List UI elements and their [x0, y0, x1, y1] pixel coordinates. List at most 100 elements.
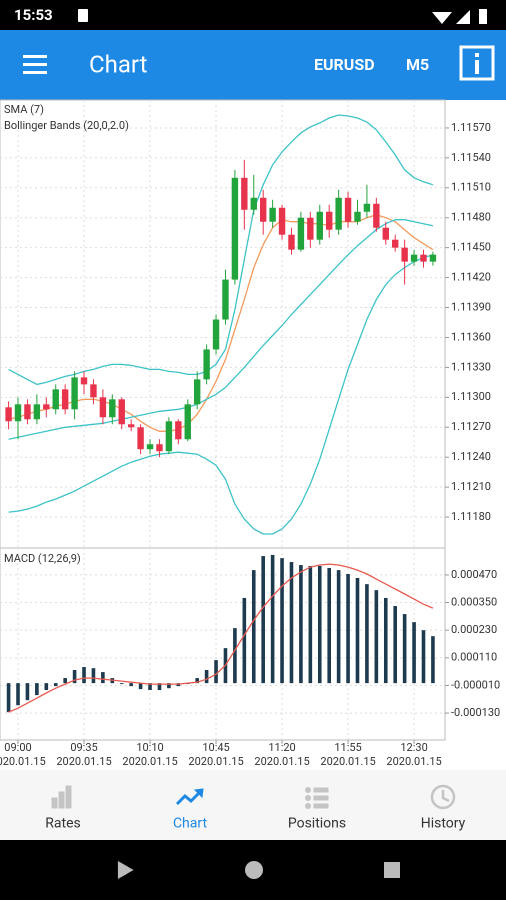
x-tick-label: 10:10 [136, 741, 163, 754]
candle-body [429, 254, 437, 262]
candle-body [354, 211, 361, 222]
indicator-line [8, 114, 434, 386]
macd-bar [167, 683, 171, 689]
macd-bar [82, 667, 86, 684]
status-bar [0, 0, 506, 30]
candle-body [316, 211, 323, 240]
status-icon [78, 9, 88, 22]
indicator-line [8, 254, 434, 535]
info-button[interactable] [459, 45, 495, 81]
y-tick-label: 0.000110 [451, 651, 497, 664]
candle-body [109, 399, 116, 418]
macd-bar [336, 570, 341, 684]
back-button[interactable] [117, 861, 134, 879]
candle-body [401, 247, 408, 262]
timeframe-button[interactable]: M5 [406, 55, 429, 74]
x-tick-date: 2020.01.15 [0, 755, 46, 768]
indicator-line [8, 219, 434, 440]
candle-body [156, 444, 163, 452]
macd-bar [35, 683, 39, 696]
y-tick-label: 0.000350 [451, 595, 497, 608]
signal-icon [456, 10, 470, 24]
candle-body [193, 379, 201, 405]
macd-bar [346, 574, 350, 684]
macd-bar [242, 597, 247, 684]
candle-body [410, 254, 418, 262]
symbol-button[interactable]: EURUSD [314, 55, 375, 74]
candle-body [203, 349, 210, 380]
macd-bar [16, 683, 20, 706]
candle-body [241, 177, 248, 210]
status-time: 15:53 [14, 6, 53, 24]
plot: 1.11570 1.11540 1.11510 1.11480 1.11450 1.114… [0, 100, 500, 768]
legend-sma: SMA (7) [4, 103, 44, 116]
macd-bar [299, 565, 303, 684]
candle-body [288, 234, 295, 250]
macd-bar [6, 683, 11, 713]
nav-tab[interactable]: Positions [288, 816, 346, 832]
candle-body [80, 377, 88, 385]
home-button[interactable] [245, 861, 263, 879]
indicator-line [8, 214, 434, 432]
candle-body [175, 421, 182, 440]
chart-icon [175, 788, 204, 806]
y-tick-label: 1.11330 [451, 360, 491, 373]
macd-bar [129, 683, 133, 687]
candle-body [33, 404, 41, 420]
macd-bar [355, 577, 360, 684]
nav-icons [51, 784, 456, 810]
candle-body [363, 203, 371, 212]
y-tick-label: 1.11480 [451, 211, 491, 224]
candle-body [250, 197, 257, 210]
candle-body [43, 404, 50, 410]
macd-bar [308, 565, 313, 684]
candle-body [392, 239, 399, 248]
candle-body [212, 319, 220, 350]
candle-body [14, 404, 22, 422]
history-icon [430, 784, 456, 810]
macd-bar [204, 670, 209, 684]
macd-bar [421, 630, 426, 684]
battery-icon [479, 9, 487, 24]
candle-body [61, 389, 69, 410]
macd-bar [270, 554, 275, 684]
y-tick-label: 1.11390 [451, 300, 491, 313]
y-tick-label: -0.000010 [451, 678, 500, 691]
menu-button[interactable] [23, 55, 47, 74]
candle-body [118, 399, 125, 425]
macd-bar [431, 636, 435, 684]
x-tick-label: 10:45 [202, 741, 229, 754]
y-tick-label: 1.11300 [451, 390, 491, 403]
candle-body [326, 211, 333, 230]
nav-tab[interactable]: Rates [45, 816, 80, 832]
candle-body [24, 404, 31, 420]
candle-body [165, 421, 173, 452]
candle-body [382, 227, 389, 240]
y-tick-label: 1.11540 [451, 151, 491, 164]
x-tick-date: 2020.01.15 [56, 755, 111, 768]
candle-body [71, 377, 78, 410]
nav-tab[interactable]: Chart [173, 816, 208, 832]
y-tick-label: -0.000130 [451, 706, 500, 719]
macd-bar [374, 590, 379, 684]
wifi-icon [432, 12, 452, 24]
macd-bar [280, 558, 284, 684]
candle-body [146, 444, 154, 450]
macd-bar [402, 614, 407, 684]
signal-line [8, 563, 434, 713]
candle-body [231, 177, 239, 280]
app-bar [0, 30, 506, 100]
macd-bar [101, 672, 105, 684]
candle-body [137, 427, 144, 450]
macd-bar [251, 570, 256, 684]
macd-bar [25, 683, 30, 701]
macd-bar [214, 660, 218, 684]
recents-button[interactable] [384, 862, 400, 878]
macd-bar [195, 678, 199, 684]
x-tick-label: 12:30 [400, 741, 427, 754]
x-tick-label: 11:20 [268, 741, 295, 754]
candle-body [52, 389, 59, 410]
nav-tab[interactable]: History [421, 816, 466, 832]
macd-bar [289, 562, 294, 684]
y-tick-label: 1.11360 [451, 330, 491, 343]
